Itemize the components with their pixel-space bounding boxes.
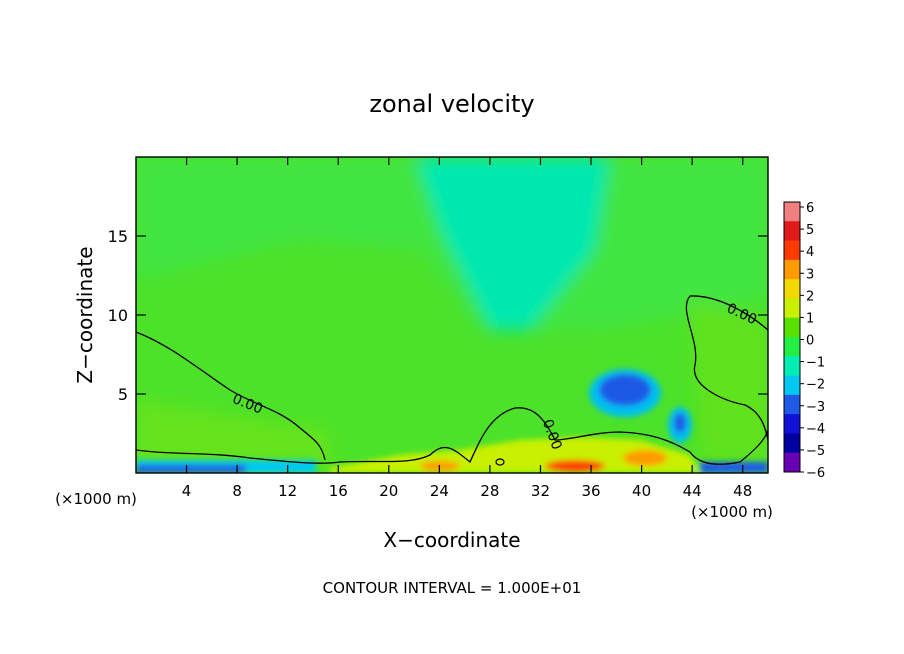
colorbar-level-label: 6 xyxy=(806,201,814,216)
x-tick-label: 32 xyxy=(531,482,550,500)
colorbar: 6 5 4 3 2 1 0 −1 −2 −3 −4 −5 −6 xyxy=(783,201,825,481)
field-surface-maximum-1 xyxy=(420,461,460,471)
colorbar-swatch xyxy=(784,240,800,261)
colorbar-swatch xyxy=(784,337,800,357)
colorbar-level-label: −6 xyxy=(806,466,825,481)
contour-interval-note: CONTOUR INTERVAL = 1.000E+01 xyxy=(323,579,582,597)
x-tick-label: 28 xyxy=(480,482,499,500)
contour-zero-surface xyxy=(136,407,768,465)
colorbar-level-label: −3 xyxy=(806,400,825,415)
colorbar-swatch xyxy=(784,202,800,222)
colorbar-level-label: 4 xyxy=(806,245,814,260)
y-axis-label: Z−coordinate xyxy=(73,246,97,383)
colorbar-swatch xyxy=(784,356,800,377)
colorbar-level-label: 1 xyxy=(806,311,814,326)
plot-area xyxy=(136,157,768,473)
colorbar-level-label: 2 xyxy=(806,289,814,304)
x-tick-label: 40 xyxy=(632,482,651,500)
field-minimum-secondary-core xyxy=(674,413,686,433)
field-weak-positive xyxy=(136,400,330,470)
x-axis-ticks: 4 8 12 16 20 24 28 32 36 40 44 48 xyxy=(182,157,752,500)
colorbar-level-label: −2 xyxy=(806,378,825,393)
contour-zero-small xyxy=(495,458,505,466)
y-tick-label: 5 xyxy=(118,385,128,404)
x-axis-label: X−coordinate xyxy=(383,528,520,552)
x-tick-label: 44 xyxy=(683,482,702,500)
x-tick-label: 8 xyxy=(232,482,242,500)
y-axis-ticks: 5 10 15 xyxy=(108,227,768,404)
x-tick-label: 36 xyxy=(581,482,600,500)
colorbar-swatch xyxy=(784,317,800,338)
colorbar-swatch xyxy=(784,221,800,242)
colorbar-level-label: −5 xyxy=(806,444,825,459)
colorbar-frame xyxy=(783,201,801,473)
colorbar-level-label: 5 xyxy=(806,223,814,238)
x-tick-label: 16 xyxy=(329,482,348,500)
chart-title: zonal velocity xyxy=(369,90,534,118)
colorbar-level-label: −4 xyxy=(806,422,825,437)
y-tick-label: 10 xyxy=(108,306,128,325)
x-tick-label: 12 xyxy=(278,482,297,500)
x-tick-label: 24 xyxy=(430,482,449,500)
field-surface-maximum-2 xyxy=(545,460,605,472)
contour-zero-right xyxy=(685,295,768,441)
colorbar-swatch xyxy=(784,452,800,473)
field-surface-maximum-3 xyxy=(623,450,667,466)
x-unit-left: (×1000 m) xyxy=(55,490,137,508)
field-negative-band xyxy=(415,157,610,330)
y-tick-label: 15 xyxy=(108,227,128,246)
colorbar-swatch xyxy=(784,375,800,396)
colorbar-level-label: −1 xyxy=(806,356,825,371)
colorbar-swatch xyxy=(784,259,800,280)
colorbar-swatch xyxy=(784,298,800,319)
contour-zero-left xyxy=(136,331,326,461)
colorbar-level-label: 0 xyxy=(806,334,814,349)
colorbar-swatch xyxy=(784,414,800,434)
x-tick-label: 48 xyxy=(733,482,752,500)
colorbar-swatch xyxy=(784,394,800,415)
x-tick-label: 20 xyxy=(379,482,398,500)
colorbar-swatch xyxy=(784,279,800,299)
field-weak-positive-right xyxy=(690,300,768,460)
colorbar-swatch xyxy=(784,433,800,454)
field-surface-minimum-right xyxy=(700,462,768,473)
x-tick-label: 4 xyxy=(182,482,192,500)
field-surface-minimum-left-core xyxy=(136,465,246,473)
colorbar-level-label: 3 xyxy=(806,267,814,282)
x-unit-right: (×1000 m) xyxy=(691,503,773,521)
field-minimum-main-core xyxy=(599,374,651,406)
